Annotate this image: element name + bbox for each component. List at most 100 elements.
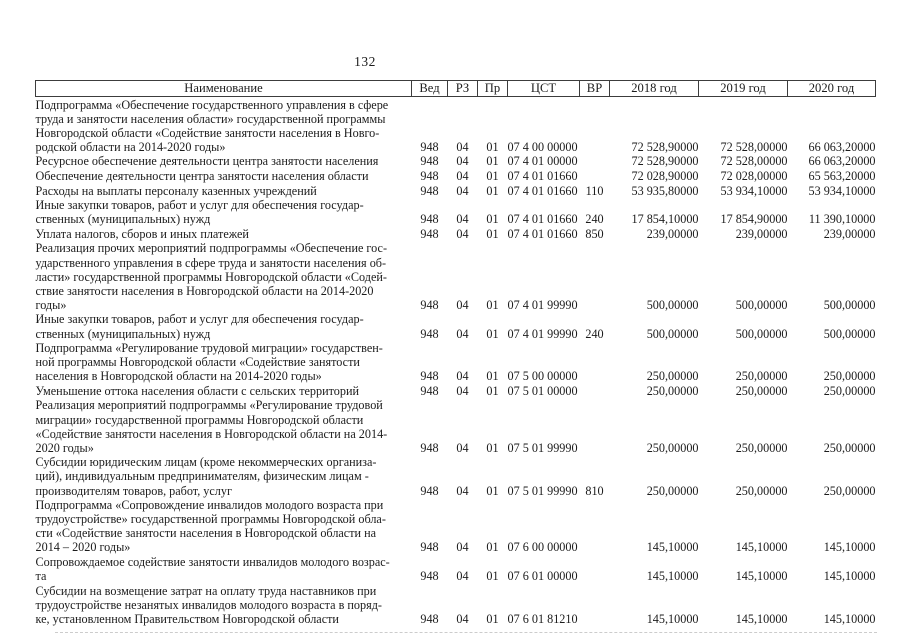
column-header-y2019: 2019 год (698, 80, 788, 97)
cell-y2019: 500,00000 (735, 297, 788, 312)
cell-cst: 07 4 01 01660 (507, 212, 578, 227)
cell-name: Расходы на выплаты персоналу казенных уч… (35, 183, 317, 198)
cell-y2018: 72 528,90000 (631, 139, 699, 154)
cell-y2019: 500,00000 (735, 326, 788, 341)
cell-y2019: 145,10000 (735, 611, 788, 626)
cell-ved: 948 (420, 540, 439, 555)
cell-vr: 240 (585, 326, 604, 341)
cell-pr: 01 (486, 369, 499, 384)
cell-vr (580, 398, 610, 455)
cell-y2018: 250,00000 (646, 440, 699, 455)
cell-vr (580, 154, 610, 169)
column-header-rz: РЗ (447, 80, 478, 97)
cell-pr: 01 (486, 297, 499, 312)
budget-table: Наименование Вед РЗ Пр ЦСТ ВР 2018 год 2019 год… (35, 80, 876, 626)
cell-pr: 01 (486, 569, 499, 584)
cell-vr (580, 583, 610, 626)
cell-y2020: 239,00000 (823, 226, 876, 241)
cell-y2020: 250,00000 (823, 383, 876, 398)
table-header-row: Наименование Вед РЗ Пр ЦСТ ВР 2018 год 2019 год… (35, 80, 876, 97)
cell-name: Субсидии юридическим лицам (кроме некомм… (35, 455, 377, 498)
cell-name: Подпрограмма «Сопровождение инвалидов мо… (35, 498, 386, 555)
cell-y2020: 250,00000 (823, 483, 876, 498)
cell-y2019: 72 028,00000 (720, 168, 788, 183)
cell-pr: 01 (486, 383, 499, 398)
cell-rz: 04 (456, 139, 469, 154)
cell-rz: 04 (456, 326, 469, 341)
cell-vr (580, 97, 610, 154)
cell-pr: 01 (486, 326, 499, 341)
table-row: Иные закупки товаров, работ и услуг для … (36, 198, 876, 227)
cell-rz: 04 (456, 297, 469, 312)
cell-pr: 01 (486, 226, 499, 241)
cell-y2019: 72 528,00000 (720, 154, 788, 169)
cell-rz: 04 (456, 369, 469, 384)
page-number: 132 (354, 54, 376, 69)
table-row: Обеспечение деятельности центра занятост… (36, 168, 876, 183)
cell-y2018: 72 528,90000 (631, 154, 699, 169)
cell-rz: 04 (456, 569, 469, 584)
cell-y2018: 250,00000 (646, 383, 699, 398)
cell-cst: 07 4 01 01660 (507, 183, 578, 198)
cell-pr: 01 (486, 154, 499, 169)
cell-vr (580, 383, 610, 398)
cell-pr: 01 (486, 483, 499, 498)
cell-rz: 04 (456, 483, 469, 498)
cell-y2020: 11 390,10000 (808, 212, 876, 227)
cell-vr (580, 555, 610, 584)
cell-rz: 04 (456, 212, 469, 227)
cell-y2020: 145,10000 (823, 569, 876, 584)
cell-y2020: 66 063,20000 (808, 139, 876, 154)
cell-cst: 07 5 00 00000 (507, 369, 578, 384)
cell-name: Сопровождаемое содействие занятости инва… (35, 555, 390, 584)
cell-y2018: 145,10000 (646, 540, 699, 555)
cell-rz: 04 (456, 383, 469, 398)
table-row: Подпрограмма «Обеспечение государственно… (36, 97, 876, 154)
column-header-y2018: 2018 год (609, 80, 699, 97)
cell-y2020: 53 934,10000 (808, 183, 876, 198)
cell-cst: 07 4 01 99990 (507, 297, 578, 312)
cell-y2020: 500,00000 (823, 297, 876, 312)
cell-pr: 01 (486, 183, 499, 198)
table-row: Субсидии на возмещение затрат на оплату … (36, 583, 876, 626)
cell-rz: 04 (456, 154, 469, 169)
cell-y2018: 145,10000 (646, 569, 699, 584)
table-row: Субсидии юридическим лицам (кроме некомм… (36, 455, 876, 498)
cell-pr: 01 (486, 611, 499, 626)
cell-cst: 07 6 01 81210 (507, 611, 578, 626)
cell-cst: 07 4 01 01660 (507, 226, 578, 241)
cell-y2018: 500,00000 (646, 326, 699, 341)
cell-cst: 07 5 01 99990 (507, 483, 578, 498)
table-row: Ресурсное обеспечение деятельности центр… (36, 154, 876, 169)
table-row: Иные закупки товаров, работ и услуг для … (36, 312, 876, 341)
cell-cst: 07 4 01 99990 (507, 326, 578, 341)
cell-name: Иные закупки товаров, работ и услуг для … (35, 198, 364, 227)
cell-name: Реализация прочих мероприятий подпрограм… (35, 241, 388, 312)
cell-ved: 948 (420, 326, 439, 341)
cell-y2020: 145,10000 (823, 540, 876, 555)
cell-vr: 810 (585, 483, 604, 498)
cell-rz: 04 (456, 226, 469, 241)
cell-y2019: 250,00000 (735, 369, 788, 384)
cell-ved: 948 (420, 183, 439, 198)
cell-y2020: 145,10000 (823, 611, 876, 626)
cell-vr: 850 (585, 226, 604, 241)
column-header-name: Наименование (35, 80, 412, 97)
cell-rz: 04 (456, 540, 469, 555)
cell-y2020: 66 063,20000 (808, 154, 876, 169)
cell-y2018: 17 854,10000 (631, 212, 699, 227)
cell-y2019: 145,10000 (735, 540, 788, 555)
cell-cst: 07 4 01 00000 (507, 154, 578, 169)
cell-pr: 01 (486, 139, 499, 154)
cell-cst: 07 6 00 00000 (507, 540, 578, 555)
cell-y2019: 17 854,90000 (720, 212, 788, 227)
cell-pr: 01 (486, 168, 499, 183)
cell-vr: 110 (585, 183, 604, 198)
cell-cst: 07 4 01 01660 (507, 168, 578, 183)
cell-cst: 07 5 01 99990 (507, 440, 578, 455)
column-header-ved: Вед (411, 80, 448, 97)
cell-y2019: 145,10000 (735, 569, 788, 584)
cell-y2020: 500,00000 (823, 326, 876, 341)
cell-y2018: 239,00000 (646, 226, 699, 241)
cell-y2019: 250,00000 (735, 383, 788, 398)
